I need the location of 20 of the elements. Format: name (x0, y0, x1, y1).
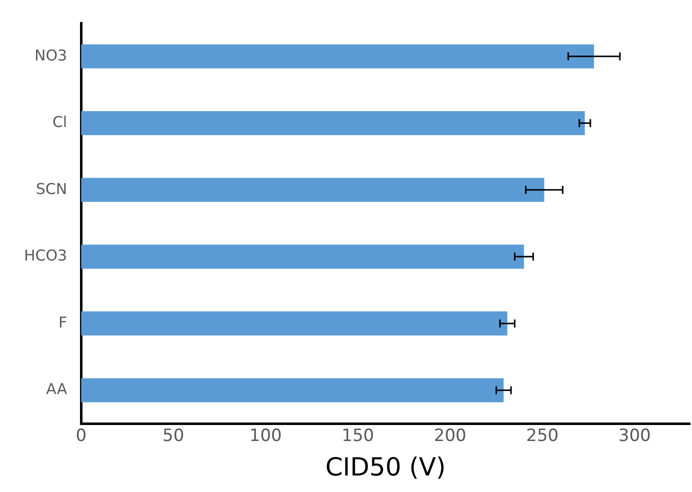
bar (81, 378, 504, 402)
bar (81, 111, 585, 136)
x-tick-label: 200 (434, 426, 466, 446)
x-tick-label: 250 (526, 426, 559, 446)
x-tick-label: 150 (342, 426, 374, 446)
bar (81, 244, 524, 269)
y-tick-label: Cl (52, 113, 68, 132)
y-tick-label: AA (46, 380, 68, 398)
x-axis-title: CID50 (V) (325, 452, 446, 482)
y-tick-label: SCN (36, 180, 68, 198)
x-tick-label: 50 (162, 426, 184, 446)
y-tick-label: F (58, 313, 68, 332)
x-tick-label: 300 (618, 426, 651, 446)
bar (81, 311, 508, 336)
x-tick-label: 100 (249, 426, 282, 446)
bar (81, 44, 594, 68)
y-tick-label: HCO3 (24, 246, 68, 265)
y-tick-label: NO3 (34, 46, 68, 64)
x-tick-label: 0 (76, 426, 87, 446)
bar (81, 178, 544, 202)
